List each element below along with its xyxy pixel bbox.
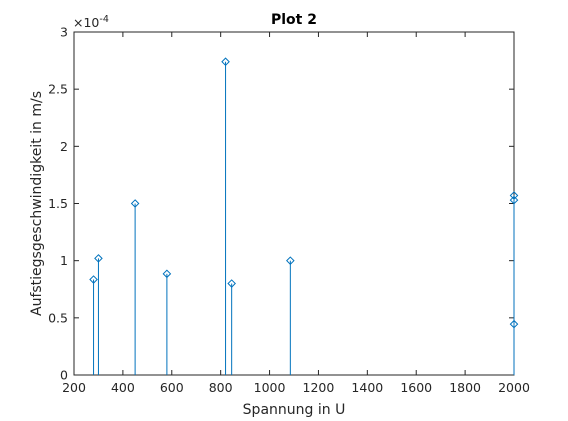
x-tick-label: 800 <box>209 380 233 395</box>
y-exponent-power: -4 <box>99 14 108 25</box>
y-axis-label: Aufstiegsgeschwindigkeit in m/s <box>29 91 45 316</box>
y-tick-label: 1.5 <box>48 196 68 211</box>
x-axis-label: Spannung in U <box>243 402 346 418</box>
stem-marker <box>286 256 295 265</box>
data-series <box>89 57 519 375</box>
x-tick-label: 1400 <box>351 380 383 395</box>
x-axis-ticks: 200 400 600 800 1000 1200 1400 1600 1800 2000 <box>62 32 530 395</box>
stem-marker <box>89 275 98 284</box>
y-tick-label: 0 <box>60 368 68 383</box>
y-tick-label: 2 <box>60 139 68 154</box>
stem-marker <box>227 279 236 288</box>
y-tick-label: 1 <box>60 253 68 268</box>
y-tick-label: 2.5 <box>48 82 68 97</box>
x-tick-label: 1000 <box>254 380 286 395</box>
x-tick-label: 400 <box>111 380 135 395</box>
stem-marker <box>509 191 519 200</box>
y-tick-label: 3 <box>60 25 68 40</box>
x-tick-label: 2000 <box>498 380 530 395</box>
stem-marker <box>509 195 519 205</box>
stem-marker <box>130 199 140 208</box>
stem-marker <box>509 319 519 329</box>
y-exponent-base: ×10 <box>73 15 99 30</box>
x-tick-label: 1200 <box>303 380 335 395</box>
x-tick-label: 1800 <box>449 380 481 395</box>
y-tick-label: 0.5 <box>48 310 68 325</box>
stem-marker <box>221 57 230 67</box>
y-axis-ticks: 0 0.5 1 1.5 2 2.5 3 <box>48 25 514 383</box>
chart-title: Plot 2 <box>271 12 317 28</box>
x-tick-label: 600 <box>160 380 184 395</box>
y-axis-exponent: ×10-4 <box>73 14 109 30</box>
stem-marker <box>94 254 103 263</box>
x-tick-label: 1600 <box>400 380 432 395</box>
stem-marker <box>162 269 172 279</box>
x-tick-label: 200 <box>62 380 86 395</box>
